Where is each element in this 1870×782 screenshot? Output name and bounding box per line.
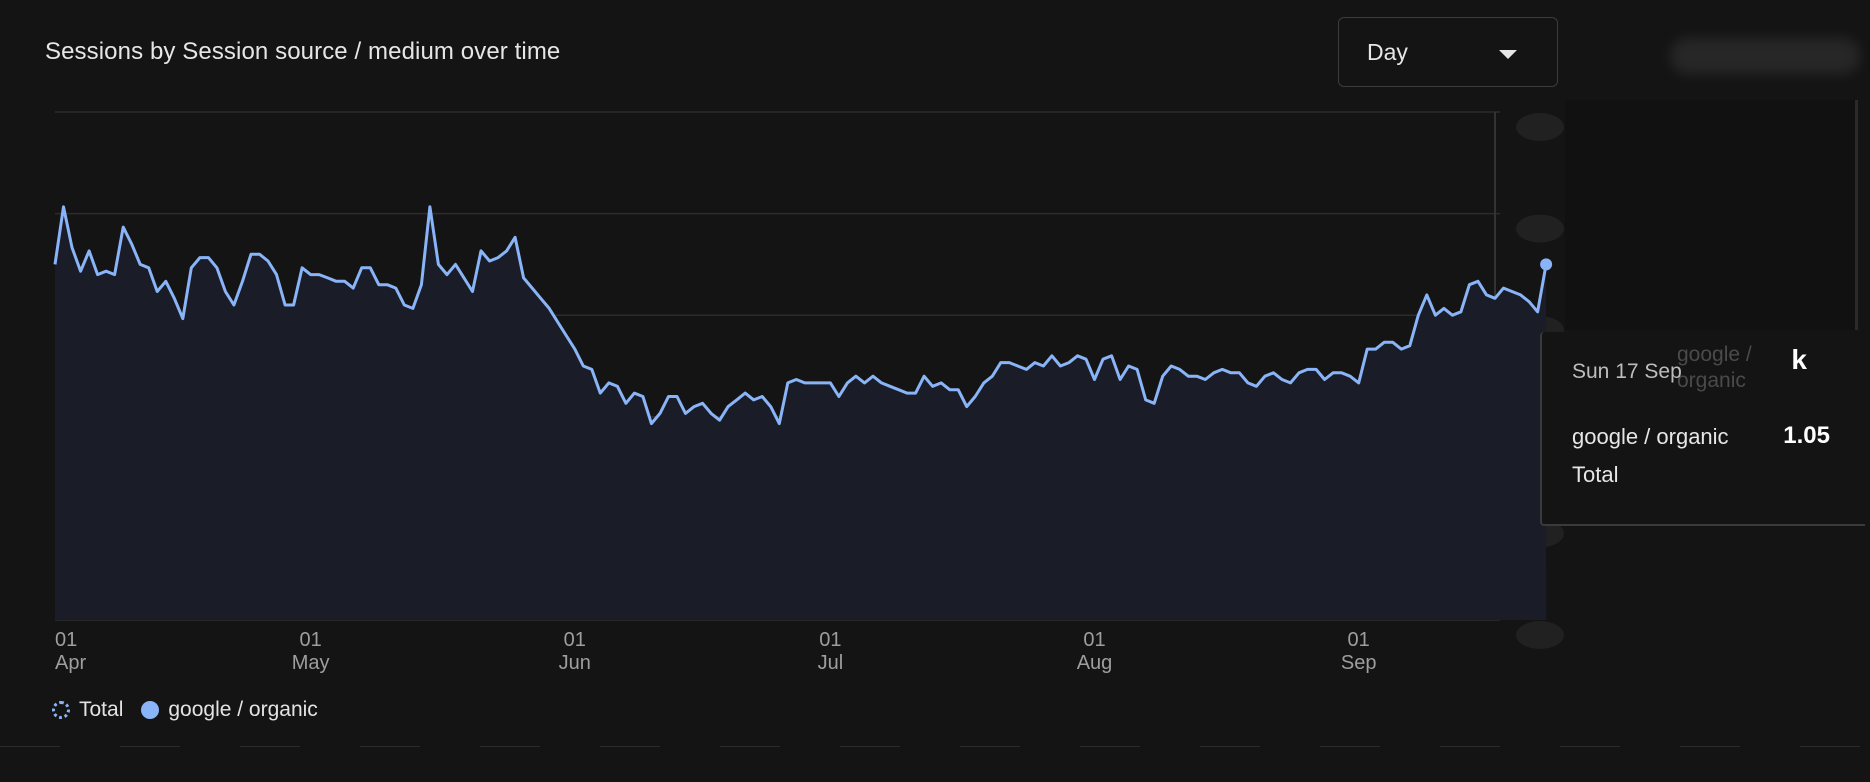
legend-item-google-organic[interactable]: google / organic (141, 698, 318, 722)
tooltip-series-label: google / organic (1572, 424, 1729, 449)
x-tick-day: 01 (564, 629, 586, 651)
x-tick-month: Jul (818, 652, 844, 674)
tooltip-total-label: Total (1572, 462, 1619, 487)
area-layer (53, 205, 1553, 621)
chart-tooltip: google / organic Sun 17 Sep k google / o… (1540, 332, 1865, 526)
filled-circle-icon (141, 701, 160, 719)
blurred-y-tick (1516, 621, 1564, 649)
chart-legend: Total google / organic (52, 698, 336, 722)
granularity-dropdown[interactable]: Day (1338, 17, 1558, 87)
blurred-y-tick (1516, 113, 1564, 141)
x-tick-day: 01 (299, 629, 321, 651)
blurred-side-panel (1565, 100, 1858, 330)
x-tick-day: 01 (1083, 629, 1105, 651)
tooltip-series-value: 1.05 (1783, 422, 1830, 449)
x-tick-month: May (292, 652, 330, 674)
legend-label-total: Total (79, 698, 124, 721)
hover-point (1540, 258, 1553, 271)
legend-item-total[interactable]: Total (52, 698, 123, 722)
tooltip-value-suffix: k (1791, 344, 1807, 375)
blurred-y-tick (1516, 214, 1564, 243)
tooltip-ghost-label: google / organic (1677, 343, 1752, 392)
divider (0, 746, 1870, 747)
granularity-selected: Day (1367, 38, 1408, 65)
blurred-control (1670, 38, 1860, 74)
x-tick-month: Aug (1077, 652, 1113, 674)
card-title: Sessions by Session source / medium over… (45, 38, 561, 65)
x-tick-day: 01 (55, 629, 77, 651)
dotted-circle-icon (52, 701, 70, 719)
x-tick-day: 01 (819, 629, 841, 651)
x-tick-month: Jun (559, 652, 591, 674)
tooltip-date: Sun 17 Sep (1572, 360, 1682, 383)
x-tick-month: Sep (1341, 652, 1377, 674)
series-line-google-organic (53, 205, 1548, 426)
caret-down-icon (1499, 50, 1517, 59)
x-tick-day: 01 (1348, 629, 1370, 651)
legend-label-google-organic: google / organic (168, 698, 318, 721)
series-area (55, 206, 1547, 621)
x-tick-month: Apr (55, 652, 86, 674)
